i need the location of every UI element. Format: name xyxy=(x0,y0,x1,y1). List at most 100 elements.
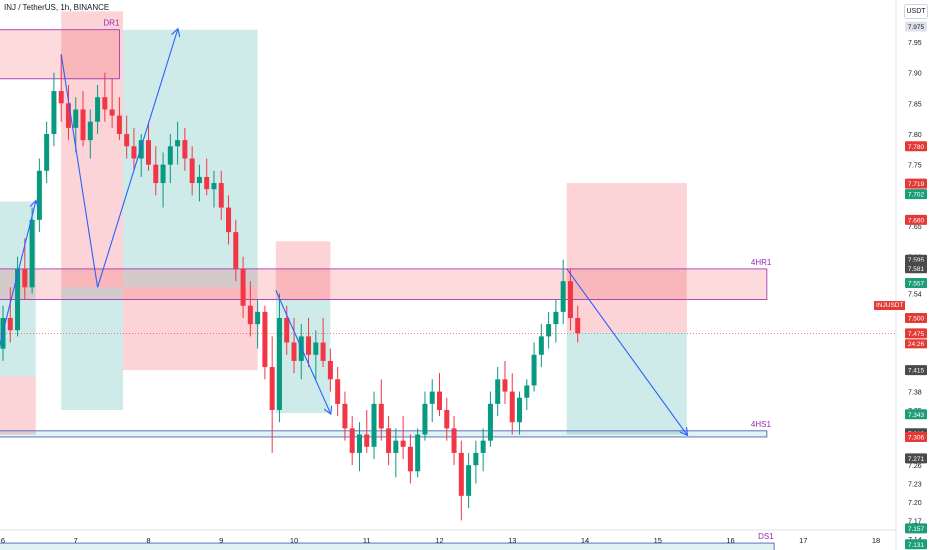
price-badge xyxy=(905,214,927,225)
position-stop-zone xyxy=(61,11,124,288)
candle-body xyxy=(204,176,210,190)
x-tick-label: 6 xyxy=(1,536,5,545)
price-badge xyxy=(905,178,927,189)
y-tick-label: 7.80 xyxy=(908,132,922,139)
candle-body xyxy=(44,133,50,171)
candle-body xyxy=(364,434,370,447)
position-stop-zone xyxy=(275,241,331,300)
zone-label-ds1: DS1 xyxy=(758,532,774,541)
candle-body xyxy=(473,452,479,466)
zone-4hs1 xyxy=(0,430,768,438)
candle-body xyxy=(335,379,341,404)
position-stop-zone xyxy=(123,287,258,371)
candle-body xyxy=(313,342,319,355)
candle-body xyxy=(116,115,122,134)
candle-body xyxy=(65,103,71,128)
candle-body xyxy=(211,183,217,190)
price-badge xyxy=(905,365,927,376)
price-badge xyxy=(905,409,927,420)
candle-body xyxy=(196,176,202,184)
candle-body xyxy=(575,317,581,334)
candle-body xyxy=(371,403,377,447)
price-badge xyxy=(905,21,927,32)
price-badge xyxy=(905,328,927,339)
candle-body xyxy=(15,268,21,331)
candle-body xyxy=(95,97,101,122)
candle-body xyxy=(138,140,144,159)
price-badge-label: 7.157 xyxy=(908,526,925,533)
candle-body xyxy=(400,440,406,447)
candle-body xyxy=(386,428,392,453)
candle-body xyxy=(553,311,559,325)
y-tick-label: 7.85 xyxy=(908,101,922,108)
candle-body xyxy=(422,403,428,435)
candle-body xyxy=(502,379,508,392)
candle-body xyxy=(109,109,115,116)
chart-title: INJ / TetherUS, 1h, BINANCE xyxy=(4,3,110,12)
candle-body xyxy=(284,317,290,343)
currency-button[interactable]: USDT xyxy=(904,4,928,19)
price-badge-label: 7.702 xyxy=(908,192,925,199)
candle-body xyxy=(349,428,355,453)
price-badge-label: 7.500 xyxy=(908,315,925,322)
candle-body xyxy=(233,232,239,269)
price-badge-label: 7.557 xyxy=(908,281,925,288)
candle-body xyxy=(80,109,86,141)
candle-body xyxy=(393,440,399,453)
x-tick-label: 15 xyxy=(654,536,662,545)
trend-arrow xyxy=(60,30,177,288)
price-badge xyxy=(905,263,927,274)
candle-body xyxy=(546,324,552,337)
y-tick-label: 7.95 xyxy=(908,40,922,47)
price-badge xyxy=(905,278,927,289)
candle-body xyxy=(517,397,523,423)
position-profit-zone xyxy=(566,332,687,435)
candle-body xyxy=(560,281,566,312)
candle-body xyxy=(189,158,195,184)
price-badge xyxy=(905,141,927,152)
candle-body xyxy=(226,207,232,233)
price-badge-label: 7.719 xyxy=(908,181,925,188)
y-tick-label: 7.23 xyxy=(908,482,922,489)
x-tick-label: 12 xyxy=(435,536,443,545)
candle-body xyxy=(531,354,537,386)
candle-body xyxy=(102,97,108,110)
y-tick-label: 7.38 xyxy=(908,390,922,397)
candle-body xyxy=(415,434,421,472)
price-badge-label: 7.581 xyxy=(908,266,925,273)
price-badge xyxy=(905,523,927,534)
x-tick-label: 18 xyxy=(872,536,880,545)
candle-body xyxy=(124,133,130,147)
candle-body xyxy=(567,281,573,318)
price-badge-label: 7.131 xyxy=(908,542,925,549)
x-tick-label: 13 xyxy=(508,536,516,545)
y-tick-label: 7.17 xyxy=(908,518,922,525)
price-badge-label: 7.660 xyxy=(908,217,925,224)
x-tick-label: 16 xyxy=(726,536,734,545)
candle-body xyxy=(524,385,530,398)
candle-body xyxy=(342,403,348,429)
candle-body xyxy=(247,305,253,325)
candle-body xyxy=(22,268,28,288)
candle-body xyxy=(7,317,13,331)
candle-body xyxy=(240,268,246,306)
candle-body xyxy=(160,164,166,184)
zone-ds1 xyxy=(0,542,775,550)
candle-body xyxy=(495,379,501,404)
candle-body xyxy=(291,342,297,361)
price-badge-label: 7.780 xyxy=(908,144,925,151)
y-tick-label: 7.26 xyxy=(908,463,922,470)
price-badge-label: 7.595 xyxy=(908,257,925,264)
candle-body xyxy=(269,367,275,410)
candle-body xyxy=(458,452,464,496)
y-tick-label: 7.54 xyxy=(908,291,922,298)
candle-body xyxy=(487,403,493,441)
candle-body xyxy=(437,391,442,410)
candle-body xyxy=(538,336,544,355)
price-badge xyxy=(905,453,927,464)
x-tick-label: 17 xyxy=(799,536,807,545)
price-badge-label: 7.343 xyxy=(908,412,925,419)
candle-body xyxy=(255,311,261,325)
